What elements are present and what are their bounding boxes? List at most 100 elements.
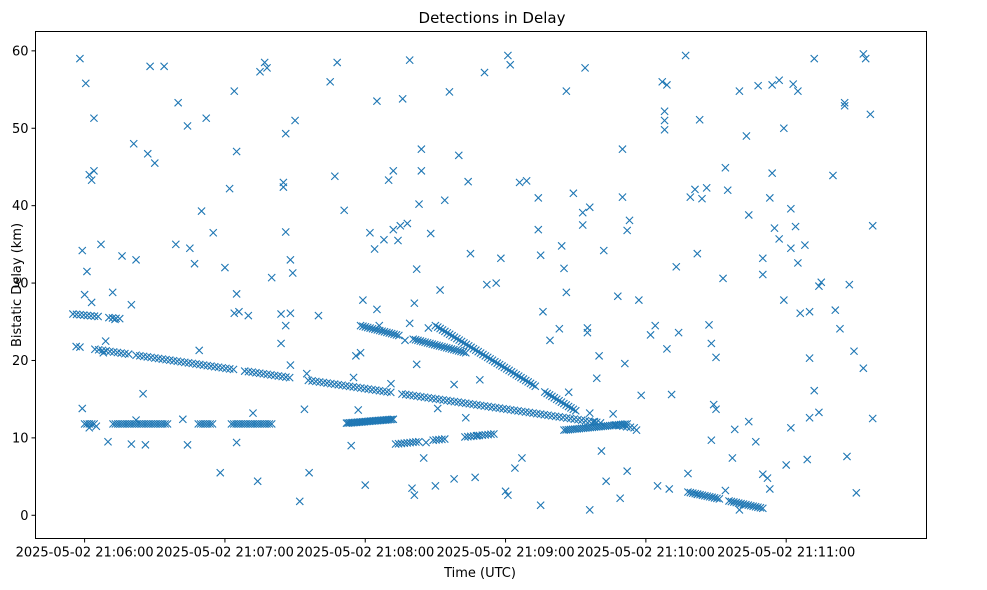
- detection-point: [531, 382, 540, 391]
- detection-point: [356, 348, 365, 357]
- detection-point: [751, 437, 760, 446]
- detection-point: [602, 477, 611, 486]
- detection-point: [447, 345, 456, 354]
- detection-point: [578, 221, 587, 229]
- detection-point: [326, 77, 335, 86]
- detection-point: [725, 496, 733, 505]
- detection-point: [751, 502, 760, 511]
- detection-point: [564, 402, 573, 411]
- detection-point: [555, 396, 564, 405]
- y-tick-label: 50: [12, 122, 29, 137]
- detection-point: [646, 330, 655, 339]
- detection-point: [216, 468, 225, 477]
- detection-point: [361, 322, 370, 331]
- detection-point: [595, 351, 604, 360]
- detection-point: [379, 235, 388, 244]
- detection-point: [555, 324, 564, 333]
- detection-point: [437, 435, 446, 444]
- detection-point: [94, 312, 103, 321]
- detection-point: [534, 225, 543, 234]
- detection-point: [868, 414, 877, 423]
- detection-point: [356, 321, 365, 330]
- detection-point: [386, 415, 395, 424]
- detection-point: [96, 240, 105, 249]
- detection-point: [405, 319, 414, 328]
- detection-point: [86, 311, 95, 320]
- detection-point: [160, 62, 169, 71]
- detection-point: [389, 225, 398, 234]
- detection-point: [349, 373, 358, 382]
- detection-point: [452, 334, 461, 343]
- detection-point: [286, 255, 295, 264]
- detection-point: [660, 125, 669, 134]
- detection-point: [129, 139, 138, 148]
- detection-point: [366, 324, 375, 333]
- detection-point: [486, 354, 495, 363]
- x-axis-title: Time (UTC): [443, 566, 516, 581]
- detection-point: [768, 169, 777, 178]
- detection-point: [132, 255, 141, 264]
- detection-point: [768, 80, 777, 89]
- detection-point: [746, 501, 755, 510]
- detection-point: [411, 438, 420, 446]
- y-tick-label: 20: [12, 354, 29, 369]
- detection-point: [435, 341, 444, 350]
- detection-point: [461, 413, 470, 422]
- detection-point: [506, 60, 515, 69]
- detection-point: [143, 149, 152, 158]
- detection-point: [202, 114, 211, 123]
- detection-point: [585, 203, 594, 212]
- detection-point: [727, 497, 736, 506]
- detection-point: [220, 263, 229, 272]
- detection-point: [440, 435, 449, 444]
- detection-point: [515, 178, 524, 187]
- detection-point: [111, 315, 120, 324]
- detection-point: [814, 282, 823, 291]
- y-tick-label: 30: [12, 277, 29, 292]
- detection-point: [141, 440, 150, 449]
- detection-point: [779, 124, 788, 133]
- detection-point: [354, 406, 363, 414]
- detection-point: [744, 501, 753, 510]
- detection-point: [758, 470, 767, 479]
- detection-point: [660, 116, 669, 125]
- detection-point: [277, 310, 286, 319]
- detection-point: [286, 361, 295, 370]
- detection-point: [76, 310, 85, 319]
- detection-point: [232, 147, 241, 156]
- detection-point: [411, 335, 420, 344]
- detection-point: [791, 222, 800, 231]
- plot-frame: [35, 31, 927, 539]
- detection-point: [686, 488, 695, 497]
- x-tick-label: 2025-05-02 21:06:00: [16, 546, 154, 561]
- detection-point: [478, 350, 487, 359]
- detection-point: [502, 364, 511, 373]
- detection-point: [305, 468, 314, 477]
- detection-point: [831, 306, 840, 315]
- detection-point: [696, 490, 705, 499]
- detection-point: [347, 441, 356, 450]
- detection-point: [197, 207, 206, 216]
- detection-point: [81, 79, 90, 88]
- detection-point: [658, 77, 667, 86]
- detection-point: [510, 464, 519, 473]
- x-tick-label: 2025-05-02 21:10:00: [577, 546, 715, 561]
- detection-point: [365, 228, 374, 237]
- detection-point: [700, 491, 709, 500]
- detection-point: [416, 337, 425, 346]
- detection-point: [793, 87, 802, 96]
- detection-point: [735, 505, 744, 514]
- detection-point: [545, 336, 554, 345]
- detection-point: [229, 365, 238, 374]
- detection-point: [87, 298, 96, 307]
- y-tick-label: 40: [12, 199, 29, 214]
- detection-point: [387, 415, 396, 424]
- detection-point: [385, 329, 394, 338]
- detection-point: [810, 54, 819, 63]
- detection-point: [688, 489, 697, 498]
- detection-point: [471, 346, 480, 355]
- detection-point: [436, 324, 445, 333]
- detection-point: [662, 80, 671, 89]
- detection-point: [786, 244, 795, 253]
- detection-point: [459, 348, 468, 357]
